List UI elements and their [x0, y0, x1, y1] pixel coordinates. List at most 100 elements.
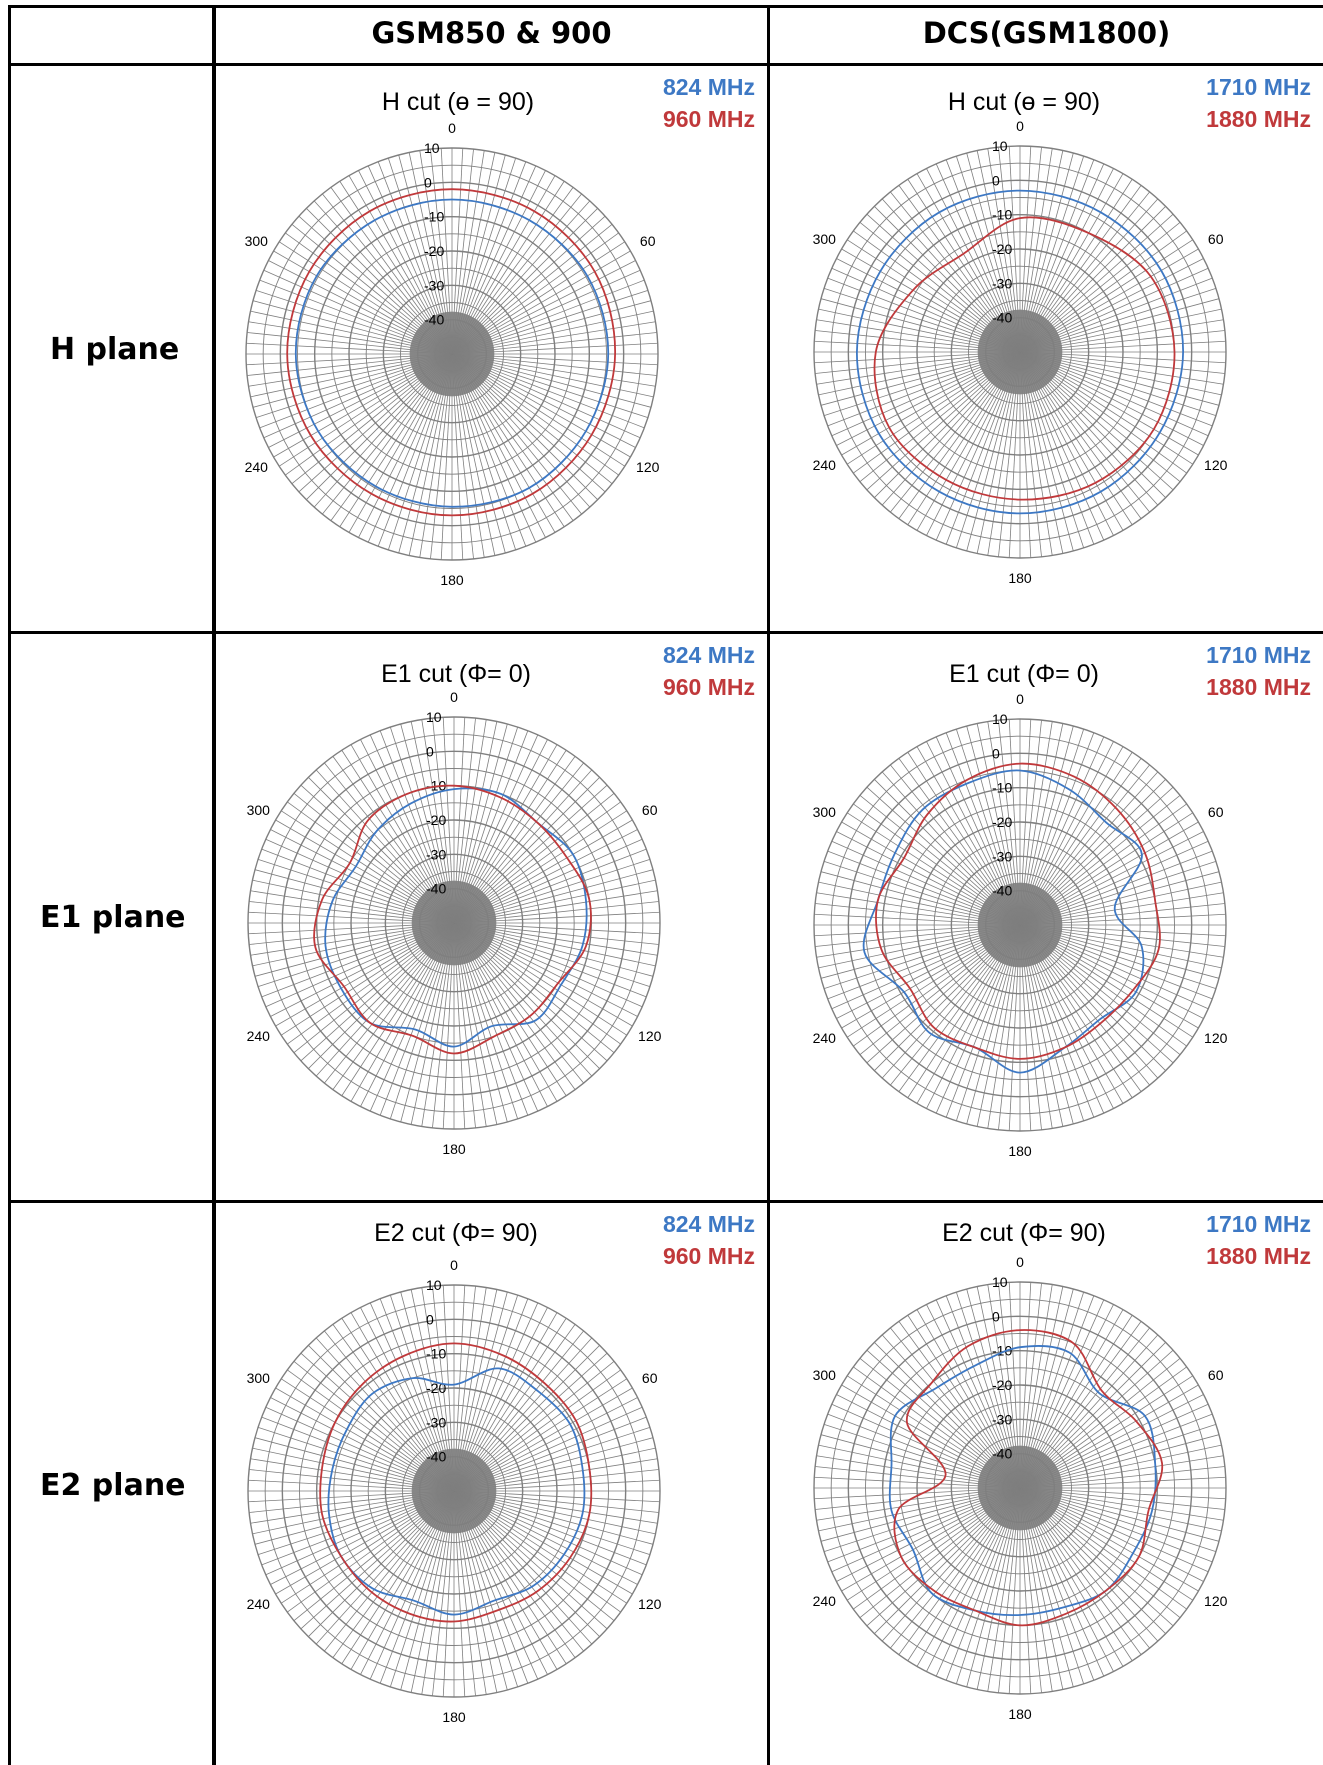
- series-line-1880-mhz: [873, 216, 1176, 501]
- series-line-1880-mhz: [875, 762, 1161, 1060]
- chart-title: E2 cut (Φ= 90): [942, 1219, 1106, 1247]
- table-border-left: [8, 5, 11, 1765]
- legend-entry: 1880 MHz: [1206, 106, 1311, 132]
- series-line-960-mhz: [319, 1342, 593, 1623]
- angle-tick-label: 0: [448, 120, 456, 136]
- angle-tick-label: 300: [813, 231, 837, 247]
- series-line-960-mhz: [313, 784, 592, 1055]
- radial-tick-label: 0: [426, 1311, 434, 1327]
- radial-tick-label: 0: [992, 745, 1000, 761]
- series-line-1710-mhz: [862, 769, 1145, 1074]
- angle-tick-label: 180: [442, 1709, 466, 1725]
- angle-tick-label: 240: [247, 1596, 271, 1612]
- angle-tick-label: 300: [245, 233, 269, 249]
- polar-rings: [813, 145, 1227, 559]
- angle-tick-label: 300: [247, 802, 271, 818]
- polar-rings: [247, 1284, 661, 1698]
- column-header-gsm850-900: GSM850 & 900: [371, 16, 612, 50]
- radial-tick-label: -30: [426, 846, 446, 862]
- radial-tick-label: 10: [426, 709, 442, 725]
- angle-tick-label: 60: [642, 802, 658, 818]
- chart-title: H cut (ɵ = 90): [381, 88, 535, 116]
- table-divider-col2: [767, 5, 770, 1765]
- table-divider-col1: [212, 5, 216, 1765]
- angle-tick-label: 60: [1208, 1367, 1224, 1383]
- polar-chart-e1-dcs: 10 0 -10 -20 -30 -40 0 60 120 180 240 300 E1 cut (Φ=…: [770, 634, 1323, 1200]
- table-border-top: [8, 5, 1323, 8]
- polar-rings: [813, 718, 1227, 1132]
- table-divider-header: [8, 63, 1323, 66]
- chart-title: E1 cut (Φ= 0): [381, 660, 531, 688]
- chart-title: H cut (ɵ = 90): [947, 88, 1101, 116]
- polar-rings: [245, 147, 659, 561]
- legend-entry: 960 MHz: [662, 674, 755, 700]
- angle-tick-label: 180: [1008, 1706, 1032, 1722]
- radial-tick-label: 0: [426, 743, 434, 759]
- radial-tick-label: -20: [426, 812, 446, 828]
- row-header-h-plane: H plane: [50, 332, 180, 367]
- legend-entry: 1710 MHz: [1206, 74, 1311, 100]
- radial-tick-label: -40: [426, 881, 446, 897]
- angle-tick-label: 60: [642, 1370, 658, 1386]
- radial-tick-label: -30: [992, 848, 1012, 864]
- legend-entry: 824 MHz: [662, 74, 755, 100]
- angle-tick-label: 180: [1008, 1143, 1032, 1159]
- series-line-824-mhz: [324, 787, 588, 1048]
- angle-tick-label: 120: [636, 459, 660, 475]
- radial-tick-label: 10: [992, 138, 1008, 154]
- legend-entry: 1880 MHz: [1206, 674, 1311, 700]
- series-line-960-mhz: [286, 188, 617, 517]
- row-header-e1-plane: E1 plane: [40, 900, 186, 935]
- polar-rings: [247, 716, 661, 1130]
- angle-tick-label: 0: [1016, 691, 1024, 707]
- series-line-1710-mhz: [855, 189, 1185, 515]
- radial-tick-label: -30: [992, 1411, 1012, 1427]
- chart-title: E2 cut (Φ= 90): [374, 1219, 538, 1247]
- radial-tick-label: -10: [992, 780, 1012, 796]
- radial-tick-label: 0: [992, 172, 1000, 188]
- radial-tick-label: 0: [992, 1308, 1000, 1324]
- angle-tick-label: 300: [247, 1370, 271, 1386]
- angle-tick-label: 240: [813, 457, 837, 473]
- polar-chart-e2-gsm: 10 0 -10 -20 -30 -40 0 60 120 180 240 300 E2 cut (Φ=…: [216, 1203, 767, 1765]
- angle-tick-label: 300: [813, 1367, 837, 1383]
- angle-tick-label: 60: [1208, 231, 1224, 247]
- radial-tick-label: -20: [992, 814, 1012, 830]
- radial-tick-label: -40: [992, 1446, 1012, 1462]
- angle-tick-label: 120: [638, 1596, 662, 1612]
- radial-tick-label: 0: [424, 174, 432, 190]
- angle-tick-label: 300: [813, 804, 837, 820]
- legend-entry: 960 MHz: [662, 1243, 755, 1269]
- angle-tick-label: 0: [450, 1257, 458, 1273]
- column-header-dcs-gsm1800: DCS(GSM1800): [922, 16, 1171, 50]
- table-divider-row2: [8, 1200, 1323, 1203]
- angle-tick-label: 180: [1008, 570, 1032, 586]
- polar-chart-h-gsm: 10 0 -10 -20 -30 -40 0 60 120 180 240 300 H cut (ɵ =…: [216, 66, 767, 631]
- radial-tick-label: 10: [424, 140, 440, 156]
- radial-tick-label: -40: [426, 1449, 446, 1465]
- angle-tick-label: 120: [1204, 457, 1228, 473]
- radial-tick-label: -40: [424, 312, 444, 328]
- polar-rings: [813, 1281, 1227, 1695]
- polar-chart-e1-gsm: 10 0 -10 -20 -30 -40 0 60 120 180 240 300 E1 cut (Φ=…: [216, 634, 767, 1200]
- angle-tick-label: 0: [1016, 1254, 1024, 1270]
- polar-chart-e2-dcs: 10 0 -10 -20 -30 -40 0 60 120 180 240 300 E2 cut (Φ=…: [770, 1203, 1323, 1765]
- polar-spokes: [246, 148, 658, 560]
- radial-tick-label: 10: [992, 711, 1008, 727]
- row-header-e2-plane: E2 plane: [40, 1468, 186, 1503]
- angle-tick-label: 240: [247, 1028, 271, 1044]
- angle-tick-label: 240: [813, 1593, 837, 1609]
- radial-tick-label: -30: [992, 275, 1012, 291]
- table-divider-row1: [8, 631, 1323, 634]
- angle-tick-label: 180: [440, 572, 464, 588]
- angle-tick-label: 60: [640, 233, 656, 249]
- radial-tick-label: -20: [992, 241, 1012, 257]
- angle-tick-label: 60: [1208, 804, 1224, 820]
- angle-tick-label: 0: [1016, 118, 1024, 134]
- radial-tick-label: -30: [426, 1414, 446, 1430]
